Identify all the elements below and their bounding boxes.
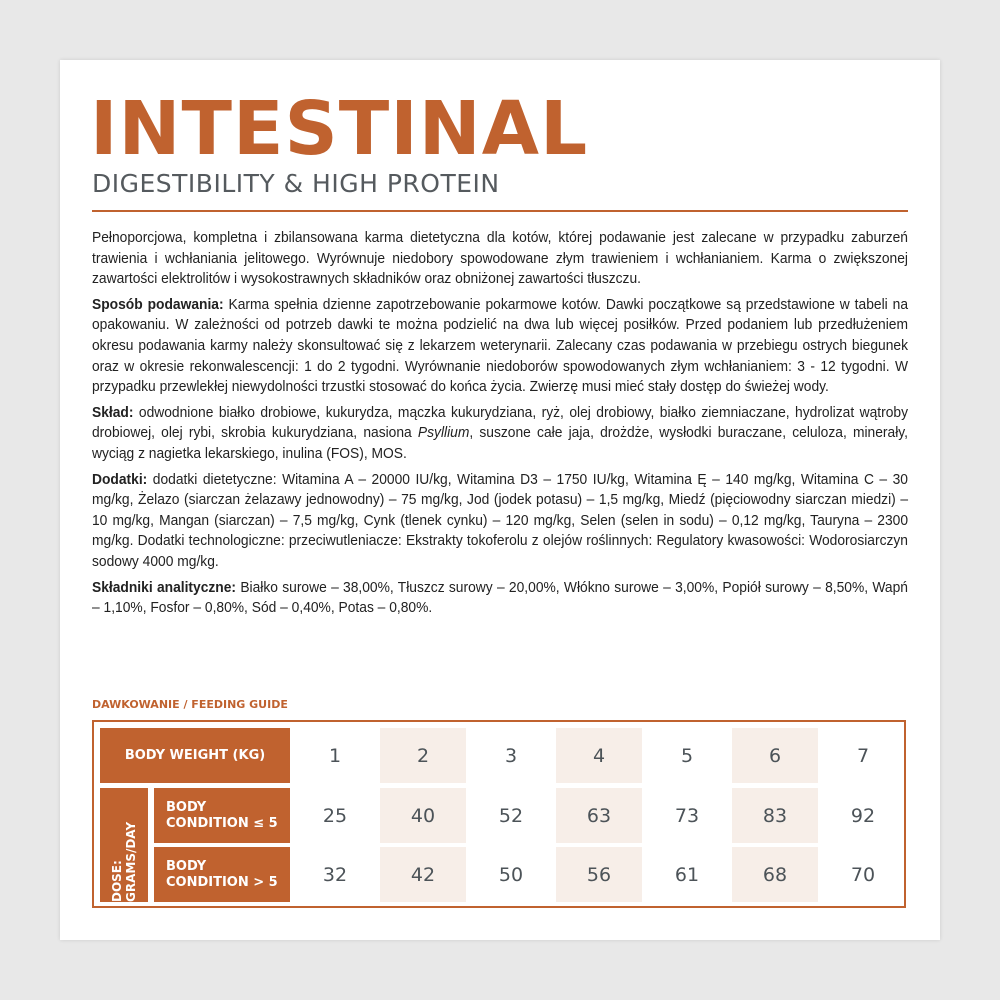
row1-cell: 83 xyxy=(732,788,818,843)
analytical-paragraph: Składniki analityczne: Białko surowe – 3… xyxy=(92,578,908,619)
weight-cell: 7 xyxy=(856,744,870,767)
row1-cell: 40 xyxy=(380,788,466,843)
weight-cell: 1 xyxy=(328,744,342,767)
weight-header: BODY WEIGHT (KG) xyxy=(100,728,290,783)
composition-paragraph: Skład: odwodnione białko drobiowe, kukur… xyxy=(92,403,908,465)
row1-cell: 52 xyxy=(498,804,524,827)
row2-cell: 61 xyxy=(674,863,700,886)
feeding-paragraph: Sposób podawania: Karma spełnia dzienne … xyxy=(92,295,908,398)
row1-cell: 92 xyxy=(850,804,876,827)
feeding-guide-heading: DAWKOWANIE / FEEDING GUIDE xyxy=(92,698,288,711)
row1-label: BODY CONDITION ≤ 5 xyxy=(154,788,290,843)
weight-cell: 4 xyxy=(556,728,642,783)
feeding-table: BODY WEIGHT (KG) DOSE: GRAMS/DAY BODY CO… xyxy=(92,720,906,908)
weight-cell: 2 xyxy=(380,728,466,783)
row1-cell: 73 xyxy=(674,804,700,827)
row2-label: BODY CONDITION > 5 xyxy=(154,847,290,902)
weight-cell: 6 xyxy=(732,728,818,783)
row1-cell: 63 xyxy=(556,788,642,843)
weight-cell: 3 xyxy=(504,744,518,767)
feeding-label: Sposób podawania: xyxy=(92,296,224,313)
divider xyxy=(92,210,908,212)
row2-cell: 32 xyxy=(322,863,348,886)
composition-text: odwodnione białko drobiowe, kukurydza, m… xyxy=(92,404,909,442)
composition-italic: Psyllium xyxy=(417,425,470,442)
row2-cell: 42 xyxy=(380,847,466,902)
weight-cell: 5 xyxy=(680,744,694,767)
analytical-label: Składniki analityczne: xyxy=(92,579,237,596)
row2-cell: 70 xyxy=(850,863,876,886)
product-subtitle: DIGESTIBILITY & HIGH PROTEIN xyxy=(92,169,500,198)
row2-cell: 68 xyxy=(732,847,818,902)
description: Pełnoporcjowa, kompletna i zbilansowana … xyxy=(92,228,908,624)
additives-paragraph: Dodatki: dodatki dietetyczne: Witamina A… xyxy=(92,470,908,573)
intro-paragraph: Pełnoporcjowa, kompletna i zbilansowana … xyxy=(92,230,908,288)
additives-text: dodatki dietetyczne: Witamina A – 20000 … xyxy=(92,471,908,570)
row2-cell: 50 xyxy=(498,863,524,886)
composition-text-2: , suszone całe jaja, drożdże, wysłodki b… xyxy=(92,425,908,462)
dose-header-cell: DOSE: GRAMS/DAY xyxy=(100,788,148,902)
analytical-text: Białko surowe – 38,00%, Tłuszcz surowy –… xyxy=(92,579,908,617)
composition-label: Skład: xyxy=(92,404,134,421)
additives-label: Dodatki: xyxy=(92,471,148,488)
dose-header: DOSE: GRAMS/DAY xyxy=(110,821,138,902)
product-title: INTESTINAL xyxy=(90,86,589,172)
row2-cell: 56 xyxy=(556,847,642,902)
row1-cell: 25 xyxy=(322,804,348,827)
feeding-text: Karma spełnia dzienne zapotrzebowanie po… xyxy=(92,296,908,396)
